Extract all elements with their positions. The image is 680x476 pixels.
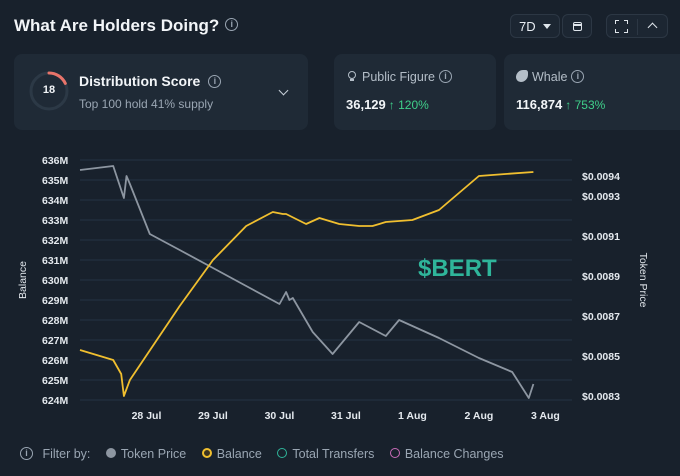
chevron-down-icon[interactable] [278, 85, 289, 96]
y-right-tick-label: $0.0083 [582, 391, 620, 403]
y-left-tick-label: 631M [42, 255, 69, 267]
y-right-axis-title: Token Price [637, 253, 649, 308]
filter-token-price[interactable]: Token Price [105, 446, 187, 461]
panel-title: What Are Holders Doing? i [14, 16, 239, 36]
y-right-tick-label: $0.0091 [582, 231, 620, 243]
public-figure-card: Public Figure i 36,129 ↑ 120% [334, 54, 496, 130]
filter-balance-changes[interactable]: Balance Changes [389, 446, 504, 461]
balance-dot-icon [201, 448, 212, 459]
y-right-tick-label: $0.0087 [582, 311, 620, 323]
info-icon[interactable]: i [208, 74, 222, 88]
total-transfers-dot-icon [277, 448, 288, 459]
panel-header: What Are Holders Doing? i 7D [14, 12, 668, 40]
y-right-tick-label: $0.0093 [582, 191, 620, 203]
period-select[interactable]: 7D [510, 14, 560, 38]
info-icon: i [20, 447, 33, 461]
info-icon[interactable]: i [571, 70, 585, 84]
info-icon[interactable]: i [225, 18, 239, 32]
calendar-icon [573, 22, 582, 31]
y-left-tick-label: 636M [42, 155, 69, 167]
score-value: 18 [42, 84, 56, 96]
series-line-token-price [79, 165, 535, 399]
lightbulb-icon [346, 70, 358, 82]
series-line-balance [79, 171, 534, 397]
whale-change: ↑ 753% [565, 98, 606, 112]
y-left-tick-label: 635M [42, 175, 69, 187]
token-price-dot-icon [105, 448, 116, 459]
x-tick-label: 28 Jul [132, 410, 162, 422]
y-left-tick-label: 624M [42, 395, 69, 407]
public-figure-label-text: Public Figure [362, 70, 435, 84]
x-tick-label: 3 Aug [531, 410, 560, 422]
y-left-tick-label: 630M [42, 275, 69, 287]
chevron-down-icon [543, 24, 551, 29]
divider [637, 19, 638, 35]
score-gauge-ring [29, 71, 69, 111]
x-tick-label: 1 Aug [398, 410, 427, 422]
view-controls [606, 14, 668, 38]
calendar-button[interactable] [562, 14, 592, 38]
y-left-axis-title: Balance [17, 261, 29, 299]
score-gauge: 18 [28, 70, 70, 112]
x-tick-label: 31 Jul [331, 410, 361, 422]
score-gauge-arc [29, 71, 69, 111]
y-right-tick-label: $0.0089 [582, 271, 620, 283]
filter-bar: i Filter by: Token Price Balance Total T… [20, 446, 504, 464]
filter-balance-label: Balance [216, 446, 262, 461]
y-left-tick-label: 625M [42, 375, 69, 387]
filter-total-transfers[interactable]: Total Transfers [277, 447, 374, 461]
filter-balance[interactable]: Balance [201, 446, 262, 461]
public-figure-count: 36,129 [346, 97, 386, 112]
public-figure-value: 36,129 ↑ 120% [346, 97, 429, 112]
panel-title-text: What Are Holders Doing? [14, 16, 220, 35]
whale-value: 116,874 ↑ 753% [516, 97, 605, 112]
x-tick-label: 30 Jul [265, 410, 295, 422]
expand-icon[interactable] [615, 20, 628, 33]
chevron-up-icon[interactable] [647, 22, 658, 33]
y-left-tick-label: 634M [42, 195, 69, 207]
y-left-tick-label: 628M [42, 315, 69, 327]
filter-token-price-label: Token Price [120, 446, 187, 461]
public-figure-change: ↑ 120% [388, 98, 429, 112]
y-left-tick-label: 626M [42, 355, 69, 367]
y-left-tick-label: 633M [42, 215, 69, 227]
distribution-score-card[interactable]: 18 Distribution Score i Top 100 hold 41% … [14, 54, 308, 130]
x-tick-label: 2 Aug [465, 410, 494, 422]
period-select-value: 7D [519, 19, 536, 34]
chart-canvas: 624M 625M 626M 627M 628M 629M 630M 631M 632M 633M… [17, 155, 649, 422]
filter-label: Filter by: [42, 446, 91, 461]
filter-total-transfers-label: Total Transfers [292, 446, 375, 461]
y-right-tick-label: $0.0094 [582, 171, 620, 183]
y-left-tick-label: 627M [42, 335, 69, 347]
whale-label-text: Whale [532, 70, 568, 84]
whale-icon [516, 69, 528, 82]
y-left-tick-label: 632M [42, 235, 69, 247]
score-label: Distribution Score i [79, 73, 222, 89]
info-icon[interactable]: i [438, 70, 452, 84]
score-label-text: Distribution Score [79, 73, 201, 89]
token-watermark: $BERT [418, 255, 497, 282]
y-left-tick-label: 629M [42, 295, 69, 307]
whale-label: Whale i [516, 69, 585, 84]
public-figure-label: Public Figure i [346, 70, 452, 84]
whale-card: Whale i 116,874 ↑ 753% [504, 54, 680, 130]
holders-chart[interactable]: 624M 625M 626M 627M 628M 629M 630M 631M 632M 633M… [0, 140, 680, 440]
x-tick-label: 29 Jul [198, 410, 228, 422]
whale-count: 116,874 [516, 97, 563, 112]
filter-balance-changes-label: Balance Changes [404, 446, 504, 461]
score-subtitle: Top 100 hold 41% supply [79, 97, 214, 111]
balance-changes-dot-icon [389, 448, 400, 459]
y-right-tick-label: $0.0085 [582, 351, 620, 363]
